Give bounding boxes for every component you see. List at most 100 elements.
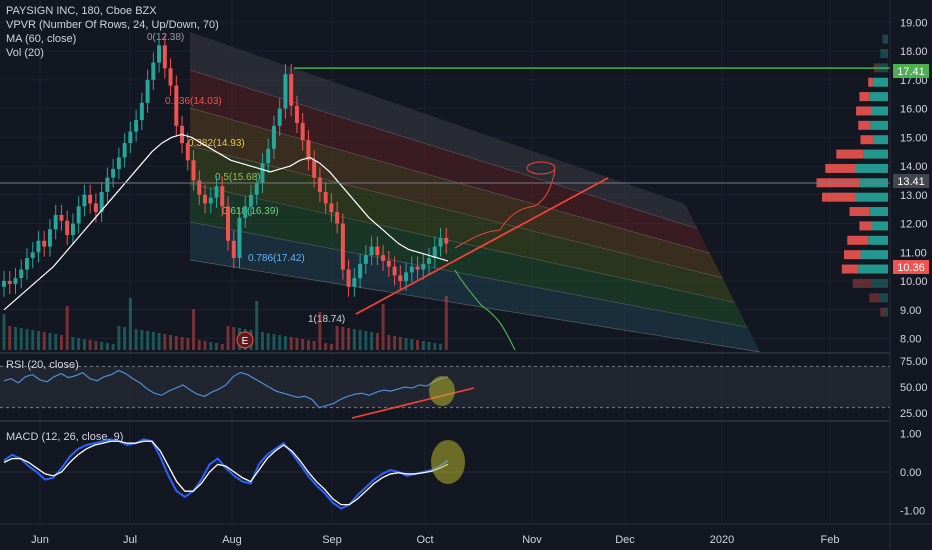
candle-body <box>340 223 345 270</box>
fib-level-label: 0(12.38) <box>147 32 184 43</box>
rsi-highlight <box>429 376 455 406</box>
vpvr-up-bar <box>870 120 888 130</box>
volume-bar <box>421 341 425 350</box>
candle-body <box>19 269 24 279</box>
candle-body <box>128 131 133 144</box>
candle-body <box>93 203 98 213</box>
candle-body <box>24 258 29 270</box>
vpvr-up-bar <box>855 192 888 202</box>
y-tick-label: 14.00 <box>900 161 928 173</box>
candle-body <box>134 120 139 132</box>
vpvr-up-bar <box>882 34 888 44</box>
volume-bar <box>232 327 236 350</box>
x-tick-label: Feb <box>821 534 840 546</box>
y-tick-label: 10.00 <box>900 276 928 288</box>
candle-body <box>409 266 414 273</box>
vpvr-down-bar <box>849 207 870 217</box>
candle-body <box>47 229 52 247</box>
fib-level-label: 0.236(14.03) <box>165 96 222 107</box>
volume-bar <box>100 342 104 350</box>
candle-body <box>162 45 167 69</box>
candle-body <box>70 223 75 236</box>
vpvr-up-bar <box>855 163 888 173</box>
candle-body <box>82 194 87 207</box>
vpvr-up-bar <box>880 48 888 58</box>
volume-bar <box>65 306 69 350</box>
volume-bar <box>163 334 167 350</box>
fib-band <box>190 108 723 278</box>
symbol-title[interactable]: PAYSIGN INC, 180, Cboe BZX <box>6 5 157 17</box>
volume-bar <box>134 329 138 350</box>
volume-bar <box>111 344 115 350</box>
rsi-label[interactable]: RSI (20, close) <box>6 359 79 371</box>
candle-body <box>266 148 271 164</box>
rsi-pane <box>0 365 890 419</box>
volume-bar <box>283 336 287 350</box>
fib-level-label: 0.382(14.93) <box>188 138 245 149</box>
candle-body <box>197 180 202 195</box>
volume-bar <box>128 298 132 350</box>
volume-bar <box>31 330 35 350</box>
volume-bar <box>329 344 333 350</box>
fib-level-label: 0.786(17.42) <box>248 253 305 264</box>
candle-body <box>300 122 305 141</box>
candle-body <box>421 263 426 270</box>
candle-body <box>352 278 357 287</box>
vpvr-down-bar <box>869 293 880 303</box>
resistance-value: 17.41 <box>897 66 925 78</box>
candle-body <box>415 266 420 270</box>
target-circle <box>526 161 556 175</box>
volume-bar <box>393 336 397 350</box>
fib-level-label: 0.618(16.39) <box>222 206 279 217</box>
candle-body <box>363 255 368 264</box>
macd-tick-label: 1.00 <box>900 429 921 441</box>
y-tick-label: 19.00 <box>900 17 928 29</box>
rsi-tick-label: 25.00 <box>900 408 928 420</box>
candle-body <box>346 269 351 287</box>
fib-level-label: 1(18.74) <box>308 314 345 325</box>
volume-bar <box>105 343 109 350</box>
x-tick-label: Aug <box>222 534 242 546</box>
fib-level-label: 0.5(15.68) <box>215 172 261 183</box>
candle-body <box>174 85 179 126</box>
volume-bar <box>94 341 98 350</box>
volume-bar <box>358 330 362 350</box>
volume-bar <box>370 332 374 350</box>
ma-label[interactable]: MA (60, close) <box>6 33 77 45</box>
earnings-marker[interactable]: E <box>236 331 254 349</box>
price-badge-resistance: 17.41 <box>893 64 929 78</box>
volume-bar <box>295 338 299 350</box>
fib-band <box>190 222 760 352</box>
y-tick-label: 12.00 <box>900 219 928 231</box>
x-tick-label: 2020 <box>710 534 734 546</box>
volume-bar <box>59 335 63 350</box>
volume-bar <box>324 343 328 350</box>
volume-bar <box>117 326 121 350</box>
y-tick-label: 11.00 <box>900 247 927 259</box>
candle-body <box>283 74 288 109</box>
macd-label[interactable]: MACD (12, 26, close, 9) <box>6 431 124 443</box>
vpvr-up-bar <box>858 264 888 274</box>
vpvr-label[interactable]: VPVR (Number Of Rows, 24, Up/Down, 70) <box>6 19 219 31</box>
vol-label[interactable]: Vol (20) <box>6 47 44 59</box>
y-tick-label: 8.00 <box>900 334 921 346</box>
x-tick-label: Oct <box>416 534 433 546</box>
vpvr-down-bar <box>847 235 869 245</box>
volume-bar <box>226 326 230 350</box>
x-tick-label: Jun <box>31 534 49 546</box>
macd-tick-label: 0.00 <box>900 467 921 479</box>
volume-bar <box>197 340 201 350</box>
volume-bar <box>341 327 345 350</box>
vpvr-down-bar <box>841 264 859 274</box>
volume-bar <box>375 333 379 350</box>
vpvr-up-bar <box>868 235 888 245</box>
candle-body <box>237 217 242 259</box>
macd-line <box>3 438 449 510</box>
fib-band <box>190 32 698 229</box>
earnings-label: E <box>242 336 249 347</box>
candle-body <box>358 263 363 279</box>
rsi-line <box>3 369 449 409</box>
candle-body <box>157 45 162 63</box>
candle-body <box>243 206 248 218</box>
